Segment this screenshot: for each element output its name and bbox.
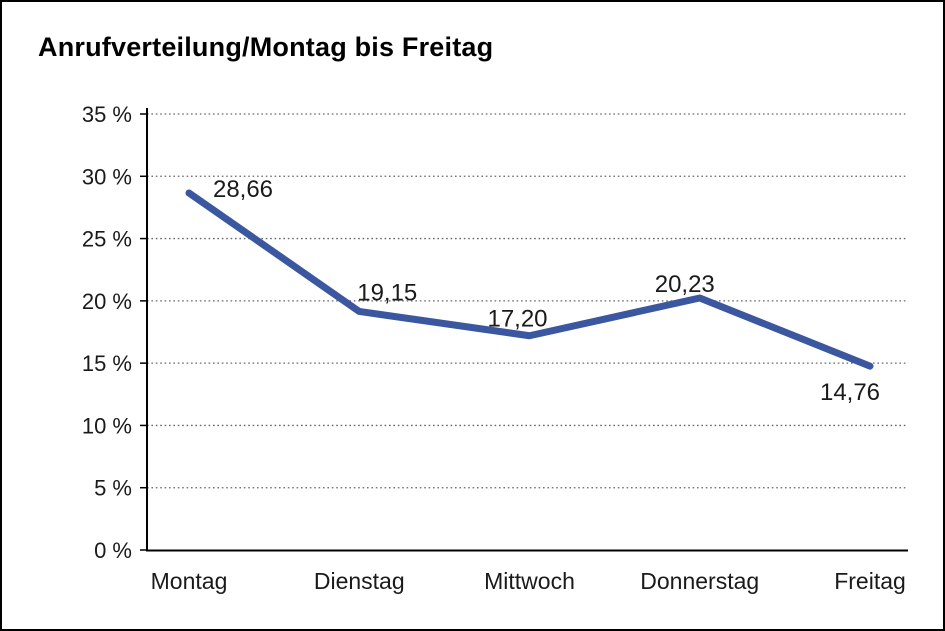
- y-tick-label: 30 %: [82, 164, 132, 189]
- data-point-label: 17,20: [487, 306, 547, 333]
- data-point-label: 19,15: [357, 279, 417, 306]
- y-tick-label: 35 %: [82, 102, 132, 127]
- y-tick-label: 0 %: [94, 538, 132, 563]
- data-point-label: 28,66: [213, 176, 273, 203]
- y-tick-label: 25 %: [82, 227, 132, 252]
- x-category-label: Donnerstag: [640, 568, 759, 594]
- data-point-label: 14,76: [820, 379, 880, 406]
- x-category-label: Freitag: [834, 568, 906, 594]
- chart-title: Anrufverteilung/Montag bis Freitag: [38, 32, 494, 62]
- y-tick-label: 5 %: [94, 476, 132, 501]
- y-tick-label: 15 %: [82, 351, 132, 376]
- data-point-label: 20,23: [655, 271, 715, 298]
- y-tick-label: 10 %: [82, 413, 132, 438]
- x-category-label: Montag: [151, 568, 228, 594]
- y-tick-label: 20 %: [82, 289, 132, 314]
- x-category-label: Mittwoch: [484, 568, 575, 594]
- x-category-label: Dienstag: [314, 568, 405, 594]
- data-line: [185, 189, 874, 370]
